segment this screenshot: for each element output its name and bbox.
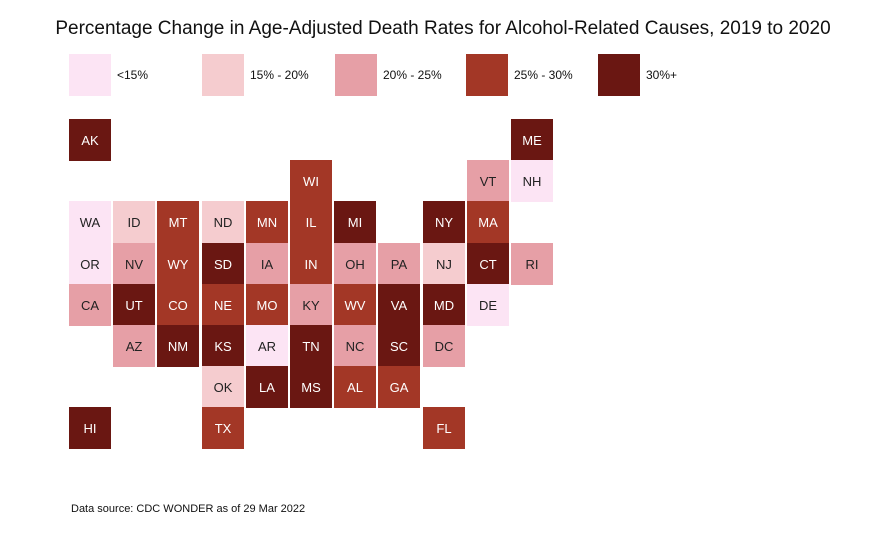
state-tile-oh: OH <box>334 243 376 285</box>
state-tile-id: ID <box>113 201 155 243</box>
state-tile-ar: AR <box>246 325 288 367</box>
state-tile-ut: UT <box>113 284 155 326</box>
data-source-note: Data source: CDC WONDER as of 29 Mar 202… <box>71 503 306 515</box>
state-tile-fl: FL <box>423 407 465 449</box>
state-tile-mi: MI <box>334 201 376 243</box>
state-tile-tx: TX <box>202 407 244 449</box>
state-tile-wa: WA <box>69 201 111 243</box>
state-tile-co: CO <box>157 284 199 326</box>
map-title: Percentage Change in Age-Adjusted Death … <box>55 18 831 39</box>
legend-label: 25% - 30% <box>514 68 573 82</box>
state-tile-ma: MA <box>467 201 509 243</box>
state-tile-mn: MN <box>246 201 288 243</box>
state-tile-md: MD <box>423 284 465 326</box>
state-tile-sd: SD <box>202 243 244 285</box>
state-tile-nc: NC <box>334 325 376 367</box>
state-tile-dc: DC <box>423 325 465 367</box>
state-tile-vt: VT <box>467 160 509 202</box>
state-tile-nv: NV <box>113 243 155 285</box>
state-tile-al: AL <box>334 366 376 408</box>
state-tile-ky: KY <box>290 284 332 326</box>
state-tile-tn: TN <box>290 325 332 367</box>
state-tile-il: IL <box>290 201 332 243</box>
state-tile-ri: RI <box>511 243 553 285</box>
legend-swatch <box>466 54 508 96</box>
state-tile-az: AZ <box>113 325 155 367</box>
legend-swatch <box>69 54 111 96</box>
state-tile-ks: KS <box>202 325 244 367</box>
state-tile-me: ME <box>511 119 553 161</box>
legend-label: 30%+ <box>646 68 678 82</box>
state-tile-hi: HI <box>69 407 111 449</box>
state-tile-wi: WI <box>290 160 332 202</box>
state-tile-nm: NM <box>157 325 199 367</box>
state-tile-ak: AK <box>69 119 111 161</box>
state-tile-mt: MT <box>157 201 199 243</box>
state-tile-nj: NJ <box>423 243 465 285</box>
state-tile-nh: NH <box>511 160 553 202</box>
state-tile-va: VA <box>378 284 420 326</box>
state-tile-ct: CT <box>467 243 509 285</box>
state-tile-ok: OK <box>202 366 244 408</box>
legend-label: 15% - 20% <box>250 68 309 82</box>
state-tile-de: DE <box>467 284 509 326</box>
legend-swatch <box>335 54 377 96</box>
state-tile-ny: NY <box>423 201 465 243</box>
legend-swatch <box>202 54 244 96</box>
state-tile-ca: CA <box>69 284 111 326</box>
legend-label: 20% - 25% <box>383 68 442 82</box>
state-tile-la: LA <box>246 366 288 408</box>
state-tile-wy: WY <box>157 243 199 285</box>
state-tile-ia: IA <box>246 243 288 285</box>
state-tile-wv: WV <box>334 284 376 326</box>
legend-swatch <box>598 54 640 96</box>
state-tile-or: OR <box>69 243 111 285</box>
state-tile-mo: MO <box>246 284 288 326</box>
state-tile-ms: MS <box>290 366 332 408</box>
legend-label: <15% <box>117 68 149 82</box>
state-tile-ga: GA <box>378 366 420 408</box>
state-tile-sc: SC <box>378 325 420 367</box>
state-tile-pa: PA <box>378 243 420 285</box>
state-tile-nd: ND <box>202 201 244 243</box>
state-tile-ne: NE <box>202 284 244 326</box>
state-tile-in: IN <box>290 243 332 285</box>
